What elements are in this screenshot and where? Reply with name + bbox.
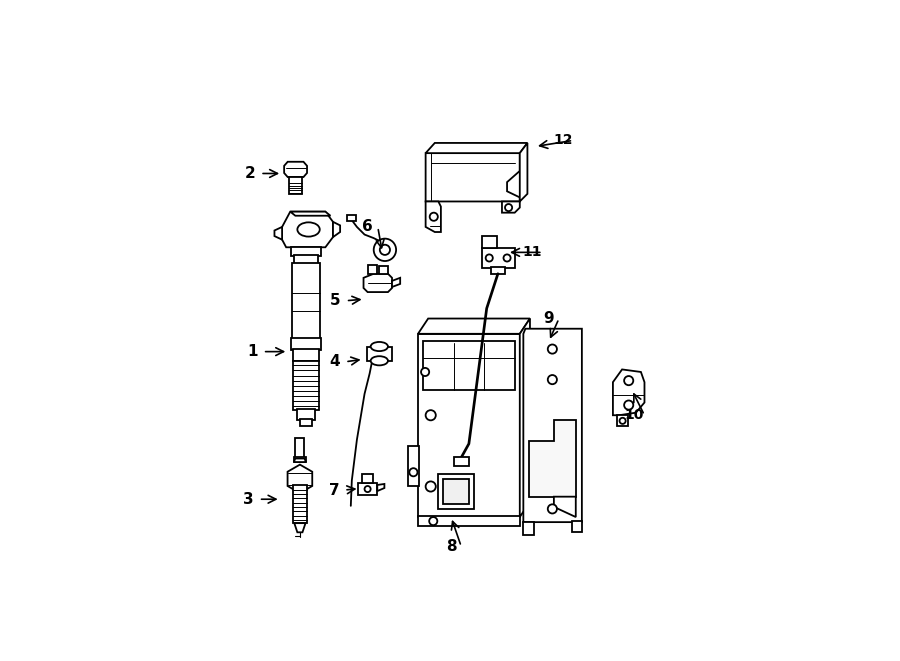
Text: 5: 5: [330, 293, 341, 308]
Bar: [617, 415, 628, 426]
Bar: [367, 264, 377, 274]
Ellipse shape: [619, 418, 625, 424]
Bar: [347, 215, 356, 221]
Ellipse shape: [380, 245, 390, 255]
Polygon shape: [418, 319, 530, 334]
Bar: [292, 262, 320, 339]
Ellipse shape: [429, 213, 437, 221]
Bar: [423, 342, 515, 390]
Polygon shape: [392, 278, 400, 287]
Polygon shape: [282, 212, 333, 247]
Bar: [418, 334, 520, 517]
Ellipse shape: [548, 504, 557, 514]
Bar: [523, 522, 534, 535]
Bar: [482, 249, 515, 268]
Bar: [293, 349, 319, 362]
Ellipse shape: [624, 401, 634, 410]
Ellipse shape: [624, 376, 634, 385]
Bar: [295, 438, 304, 459]
Ellipse shape: [548, 375, 557, 384]
Bar: [438, 474, 474, 510]
Polygon shape: [554, 496, 576, 517]
Text: 2: 2: [245, 166, 256, 181]
Bar: [491, 266, 505, 274]
Bar: [289, 177, 302, 194]
Text: 6: 6: [362, 219, 373, 235]
Ellipse shape: [429, 517, 437, 525]
Bar: [300, 419, 312, 426]
Bar: [408, 446, 419, 486]
Polygon shape: [290, 212, 330, 215]
Bar: [362, 474, 374, 483]
Ellipse shape: [371, 356, 388, 366]
Bar: [293, 485, 307, 523]
Bar: [293, 362, 319, 410]
Polygon shape: [613, 369, 644, 415]
Ellipse shape: [426, 410, 436, 420]
Ellipse shape: [426, 481, 436, 492]
Ellipse shape: [371, 342, 388, 351]
Text: 4: 4: [329, 354, 340, 369]
Text: 11: 11: [523, 245, 543, 259]
Polygon shape: [529, 420, 576, 496]
Text: 3: 3: [243, 492, 254, 507]
Bar: [358, 483, 377, 495]
Bar: [293, 255, 319, 264]
Polygon shape: [426, 143, 527, 153]
Bar: [293, 457, 306, 462]
Bar: [379, 266, 388, 274]
Polygon shape: [502, 202, 520, 213]
Ellipse shape: [505, 204, 512, 211]
Bar: [297, 409, 315, 420]
Text: 10: 10: [625, 408, 644, 422]
Polygon shape: [284, 162, 307, 177]
Polygon shape: [274, 227, 282, 240]
Polygon shape: [426, 202, 441, 232]
Text: 12: 12: [554, 134, 572, 147]
Bar: [367, 346, 392, 361]
Polygon shape: [293, 459, 306, 462]
Bar: [572, 521, 582, 532]
Ellipse shape: [297, 222, 320, 237]
Bar: [444, 479, 469, 504]
Ellipse shape: [548, 344, 557, 354]
Ellipse shape: [364, 486, 371, 492]
Ellipse shape: [503, 254, 510, 262]
Polygon shape: [294, 523, 305, 532]
Polygon shape: [426, 153, 520, 202]
Bar: [292, 338, 320, 350]
Polygon shape: [364, 274, 392, 292]
Text: 1: 1: [248, 344, 257, 359]
Text: 8: 8: [446, 539, 456, 554]
Bar: [482, 235, 497, 249]
Ellipse shape: [486, 254, 493, 262]
Polygon shape: [333, 222, 340, 237]
Polygon shape: [523, 329, 582, 522]
Polygon shape: [288, 465, 312, 493]
Polygon shape: [520, 319, 530, 517]
Ellipse shape: [374, 239, 396, 261]
Polygon shape: [377, 484, 384, 491]
Text: 9: 9: [544, 311, 554, 326]
Bar: [418, 516, 520, 526]
Polygon shape: [520, 143, 527, 202]
Ellipse shape: [421, 368, 429, 376]
Bar: [454, 457, 469, 466]
Bar: [292, 247, 320, 256]
Ellipse shape: [410, 468, 418, 477]
Text: 7: 7: [328, 483, 339, 498]
